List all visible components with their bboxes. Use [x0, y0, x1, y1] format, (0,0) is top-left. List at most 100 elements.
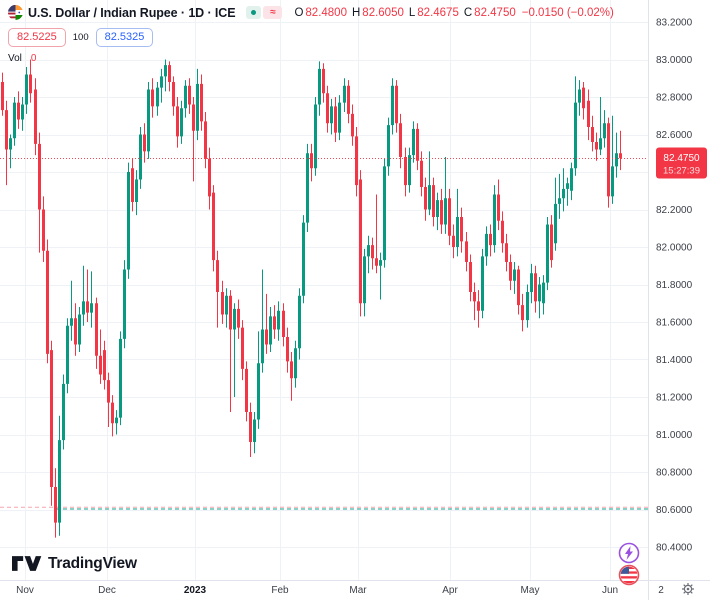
candle-body	[440, 200, 443, 225]
candle-body	[473, 292, 476, 302]
candle-body	[261, 329, 264, 364]
candle-body	[383, 166, 386, 261]
time-tick-label: 2023	[184, 585, 207, 596]
candle-body	[521, 305, 524, 321]
candle-body	[587, 100, 590, 127]
candle-body	[460, 217, 463, 242]
candle-body	[497, 194, 500, 221]
candle-body	[546, 224, 549, 283]
candle-body	[607, 123, 610, 197]
time-tick-label: Mar	[349, 585, 367, 596]
candle-body	[371, 245, 374, 259]
gear-icon[interactable]	[682, 583, 694, 595]
candle-body	[5, 110, 8, 150]
candle-body	[241, 327, 244, 369]
candle-body	[62, 383, 65, 441]
candle-body	[200, 83, 203, 122]
candle-body	[338, 102, 341, 133]
candle-body	[269, 316, 272, 345]
candle-body	[477, 301, 480, 311]
candle-body	[493, 194, 496, 246]
price-change: −0.0150 (−0.02%)	[521, 6, 614, 19]
time-tick-label: May	[521, 585, 540, 596]
candle-body	[615, 153, 618, 167]
candle-body	[25, 74, 28, 105]
time-tick-label: Apr	[442, 585, 458, 596]
time-axis-panel[interactable]	[0, 581, 648, 600]
candle-body	[570, 168, 573, 191]
price-tick-label: 81.8000	[656, 280, 693, 291]
sell-button[interactable]: 82.5225	[8, 28, 66, 47]
candle-body	[160, 76, 163, 88]
candle-body	[505, 243, 508, 262]
candle-body	[277, 310, 280, 330]
usdinr-flag-icon[interactable]	[8, 5, 23, 20]
tradingview-logo-text: TradingView	[48, 554, 137, 572]
candle-body	[196, 83, 199, 131]
price-axis-panel[interactable]	[649, 0, 710, 600]
candle-body	[412, 128, 415, 156]
candle-body	[448, 198, 451, 236]
tradingview-logo[interactable]: TradingView	[12, 553, 137, 574]
lightning-icon[interactable]	[618, 542, 640, 564]
time-tick-label: Nov	[16, 585, 34, 596]
candle-body	[538, 284, 541, 302]
delayed-data-icon[interactable]: ≈	[263, 6, 283, 19]
candle-body	[86, 301, 89, 313]
candle-body	[127, 172, 130, 270]
candle-body	[534, 273, 537, 302]
symbol-title[interactable]: U.S. Dollar / Indian Rupee · 1D · ICE	[28, 5, 236, 20]
candle-body	[99, 355, 102, 375]
candle-body	[298, 295, 301, 349]
candle-body	[558, 198, 561, 204]
candle-body	[95, 303, 98, 356]
candle-body	[253, 419, 256, 442]
time-tick-label: 2	[658, 585, 664, 596]
candle-body	[599, 138, 602, 150]
candle-body	[611, 166, 614, 197]
candle-body	[444, 198, 447, 225]
candle-body	[562, 188, 565, 199]
candle-body	[347, 85, 350, 114]
candle-body	[399, 123, 402, 157]
trade-quantity[interactable]: 100	[72, 32, 89, 43]
candle-body	[554, 203, 557, 244]
candle-body	[172, 82, 175, 107]
candle-body	[103, 350, 106, 381]
candle-body	[578, 89, 581, 103]
buy-button[interactable]: 82.5325	[95, 28, 154, 47]
candle-body	[574, 102, 577, 169]
price-tick-label: 81.0000	[656, 430, 693, 441]
candle-body	[78, 314, 81, 345]
candle-body	[139, 134, 142, 180]
price-tick-label: 81.2000	[656, 393, 693, 404]
candle-body	[343, 85, 346, 103]
candle-body	[290, 361, 293, 379]
volume-label: Vol	[8, 53, 22, 64]
candle-body	[221, 292, 224, 315]
price-tick-label: 83.2000	[656, 18, 693, 29]
candle-body	[391, 85, 394, 126]
candle-body	[119, 338, 122, 418]
candle-body	[310, 153, 313, 169]
candle-body	[334, 106, 337, 133]
candle-body	[34, 89, 37, 144]
candle-body	[46, 250, 49, 354]
candle-body	[188, 85, 191, 105]
candle-body	[229, 295, 232, 330]
candle-body	[17, 102, 20, 120]
candle-body	[591, 127, 594, 142]
market-status-icon[interactable]	[246, 6, 262, 19]
candle-body	[530, 273, 533, 292]
candle-body	[416, 128, 419, 161]
price-tick-label: 81.6000	[656, 318, 693, 329]
candle-body	[204, 121, 207, 159]
us-flag-icon[interactable]	[618, 564, 640, 586]
candle-body	[111, 402, 114, 424]
candle-body	[115, 417, 118, 424]
candle-body	[225, 295, 228, 315]
candle-body	[143, 134, 146, 152]
candle-body	[302, 222, 305, 296]
candle-body	[180, 108, 183, 137]
